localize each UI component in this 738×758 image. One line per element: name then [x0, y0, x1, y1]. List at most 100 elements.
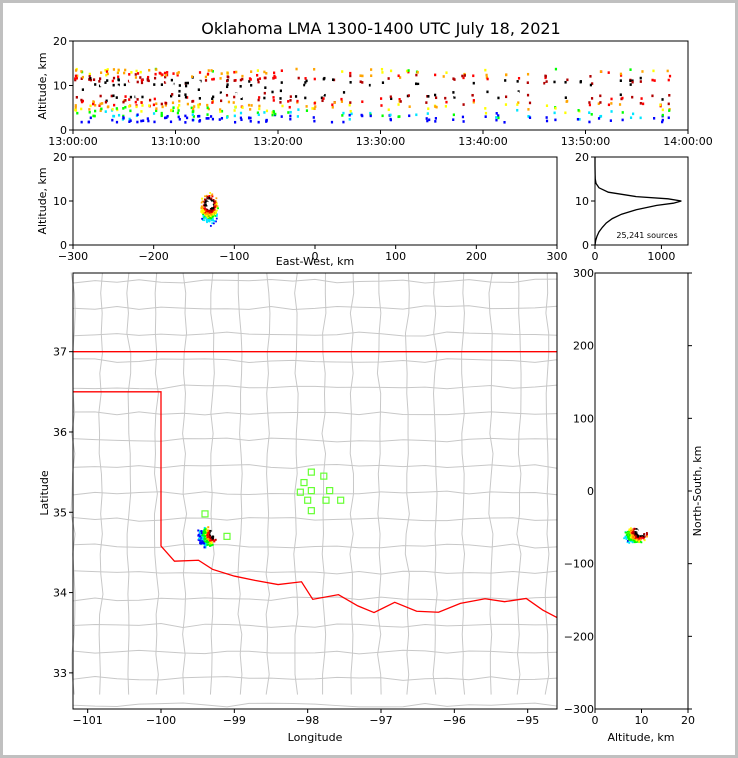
source-point	[207, 526, 210, 529]
county-line	[72, 517, 558, 522]
source-point	[626, 533, 629, 536]
source-point	[214, 211, 217, 214]
source-point	[206, 533, 209, 536]
source-point	[651, 81, 654, 85]
northsouth-altitude-sources	[623, 527, 648, 544]
source-point	[341, 114, 344, 117]
source-point	[209, 204, 212, 207]
source-point	[191, 75, 194, 78]
source-point	[104, 81, 107, 84]
source-point	[80, 70, 83, 73]
source-point	[140, 110, 143, 113]
source-point	[444, 104, 447, 108]
source-point	[629, 83, 632, 86]
source-point	[201, 206, 204, 209]
source-point	[640, 97, 643, 100]
source-point	[639, 101, 642, 105]
source-point	[210, 199, 212, 201]
source-point	[634, 537, 637, 540]
source-point	[147, 119, 150, 123]
source-point	[204, 203, 207, 206]
source-point	[289, 117, 292, 121]
source-point	[639, 532, 641, 535]
source-point	[225, 93, 229, 97]
source-point	[198, 97, 201, 100]
source-point	[205, 218, 208, 221]
source-point	[213, 211, 216, 214]
source-point	[213, 220, 216, 222]
source-point	[516, 103, 519, 106]
source-point	[170, 94, 173, 98]
source-point	[630, 530, 632, 533]
source-point	[322, 77, 325, 81]
source-point	[214, 203, 217, 206]
source-point	[257, 113, 260, 117]
source-point	[407, 85, 411, 89]
source-point	[645, 534, 648, 536]
source-point	[258, 96, 261, 99]
source-point	[641, 82, 645, 85]
source-point	[178, 99, 181, 103]
source-point	[129, 95, 133, 99]
histogram-altitude-axis-tick-label: 0	[582, 239, 589, 252]
source-point	[171, 82, 174, 85]
source-point	[76, 74, 79, 78]
source-point	[110, 94, 113, 98]
source-point	[256, 78, 260, 81]
longitude-tick-label: −99	[223, 714, 246, 727]
source-point	[588, 120, 591, 124]
source-point	[92, 114, 95, 118]
source-point	[626, 530, 629, 533]
source-point	[199, 535, 202, 538]
source-point	[639, 528, 642, 531]
source-point	[207, 83, 210, 86]
figure-canvas	[3, 3, 735, 755]
source-point	[621, 118, 624, 122]
source-point	[248, 116, 251, 120]
altitude-axis-tick-label: 0	[592, 714, 599, 727]
source-point	[632, 539, 635, 542]
altitude-time-sources	[74, 67, 672, 124]
source-point	[257, 80, 260, 84]
source-point	[210, 203, 213, 205]
county-line	[72, 649, 558, 655]
source-point	[74, 86, 77, 89]
source-point	[233, 120, 237, 124]
source-point	[207, 220, 210, 222]
source-point	[206, 536, 209, 539]
source-point	[191, 118, 194, 122]
source-point	[368, 80, 371, 83]
source-point	[331, 105, 334, 109]
source-point	[599, 70, 602, 73]
source-point	[642, 528, 644, 531]
source-point	[554, 67, 558, 71]
source-point	[273, 74, 276, 78]
source-point	[545, 104, 549, 108]
source-point	[399, 88, 402, 92]
source-point	[256, 73, 259, 77]
eastwest-axis-tick-label: 200	[466, 250, 487, 263]
source-point	[414, 88, 418, 91]
source-point	[163, 81, 167, 84]
source-point	[640, 541, 643, 544]
latitude-ylabel: Latitude	[38, 470, 51, 516]
source-point	[427, 107, 430, 111]
lma-stations	[201, 468, 345, 540]
source-point	[209, 215, 212, 218]
source-point	[528, 101, 532, 105]
source-point	[618, 103, 622, 106]
source-point	[135, 69, 138, 73]
source-point	[203, 212, 206, 215]
source-point	[554, 118, 557, 122]
source-point	[417, 85, 420, 88]
source-point	[484, 111, 488, 115]
source-point	[371, 82, 374, 86]
source-point	[239, 116, 242, 120]
source-point	[642, 102, 645, 106]
source-point	[112, 68, 116, 71]
source-point	[209, 203, 212, 206]
source-point	[625, 536, 627, 539]
source-point	[204, 79, 208, 82]
source-point	[210, 207, 213, 209]
source-point	[111, 118, 114, 122]
